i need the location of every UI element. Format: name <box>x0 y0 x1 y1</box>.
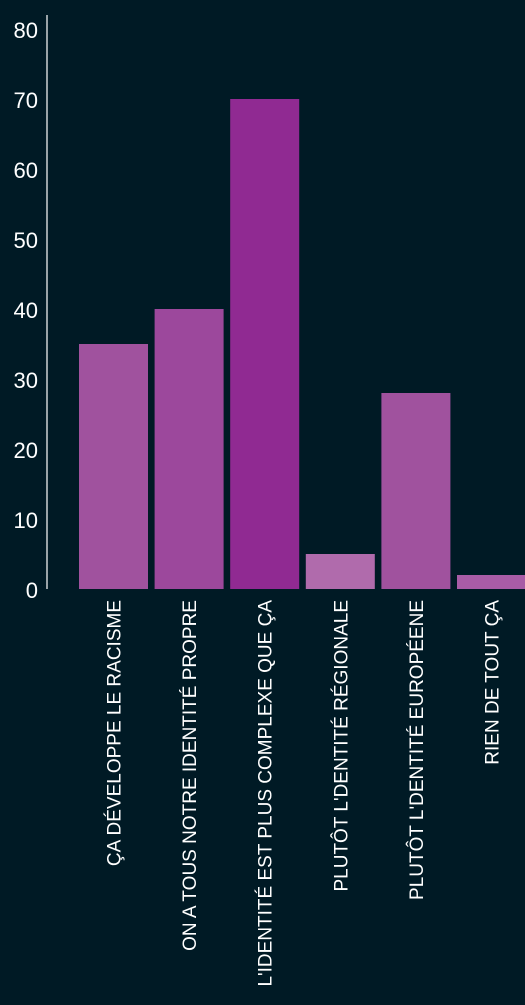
x-category-label: ÇA DÉVELOPPE LE RACISME <box>105 600 126 866</box>
x-category-label: PLUTÔT L'DENTITÉ EUROPÉENE <box>406 600 428 900</box>
y-tick-label: 50 <box>14 228 38 253</box>
bar <box>154 309 224 589</box>
y-tick-label: 80 <box>14 18 38 43</box>
y-tick-label: 60 <box>14 158 38 183</box>
y-tick-label: 10 <box>14 508 38 533</box>
y-tick-label: 70 <box>14 88 38 113</box>
bar <box>79 344 148 589</box>
bar <box>381 393 451 589</box>
y-tick-label: 40 <box>14 298 38 323</box>
y-tick-label: 30 <box>14 368 38 393</box>
bar <box>457 575 525 589</box>
bar <box>305 554 375 589</box>
bar <box>230 99 300 589</box>
y-tick-label: 20 <box>14 438 38 463</box>
x-category-label: ON A TOUS NOTRE IDENTITÉ PROPRE <box>180 600 201 951</box>
x-category-label: L'IDENTITÉ EST PLUS COMPLEXE QUE ÇA <box>256 600 277 987</box>
x-category-label: PLUTÔT L'DENTITÉ RÉGIONALE <box>330 600 352 892</box>
x-axis-labels: ÇA DÉVELOPPE LE RACISME ON A TOUS NOTRE I… <box>105 600 504 987</box>
y-axis-ticks: 0 10 20 30 40 50 60 70 80 <box>14 18 38 603</box>
x-category-label: RIEN DE TOUT ÇA <box>483 600 504 765</box>
bars-group <box>79 99 525 589</box>
y-tick-label: 0 <box>26 578 38 603</box>
